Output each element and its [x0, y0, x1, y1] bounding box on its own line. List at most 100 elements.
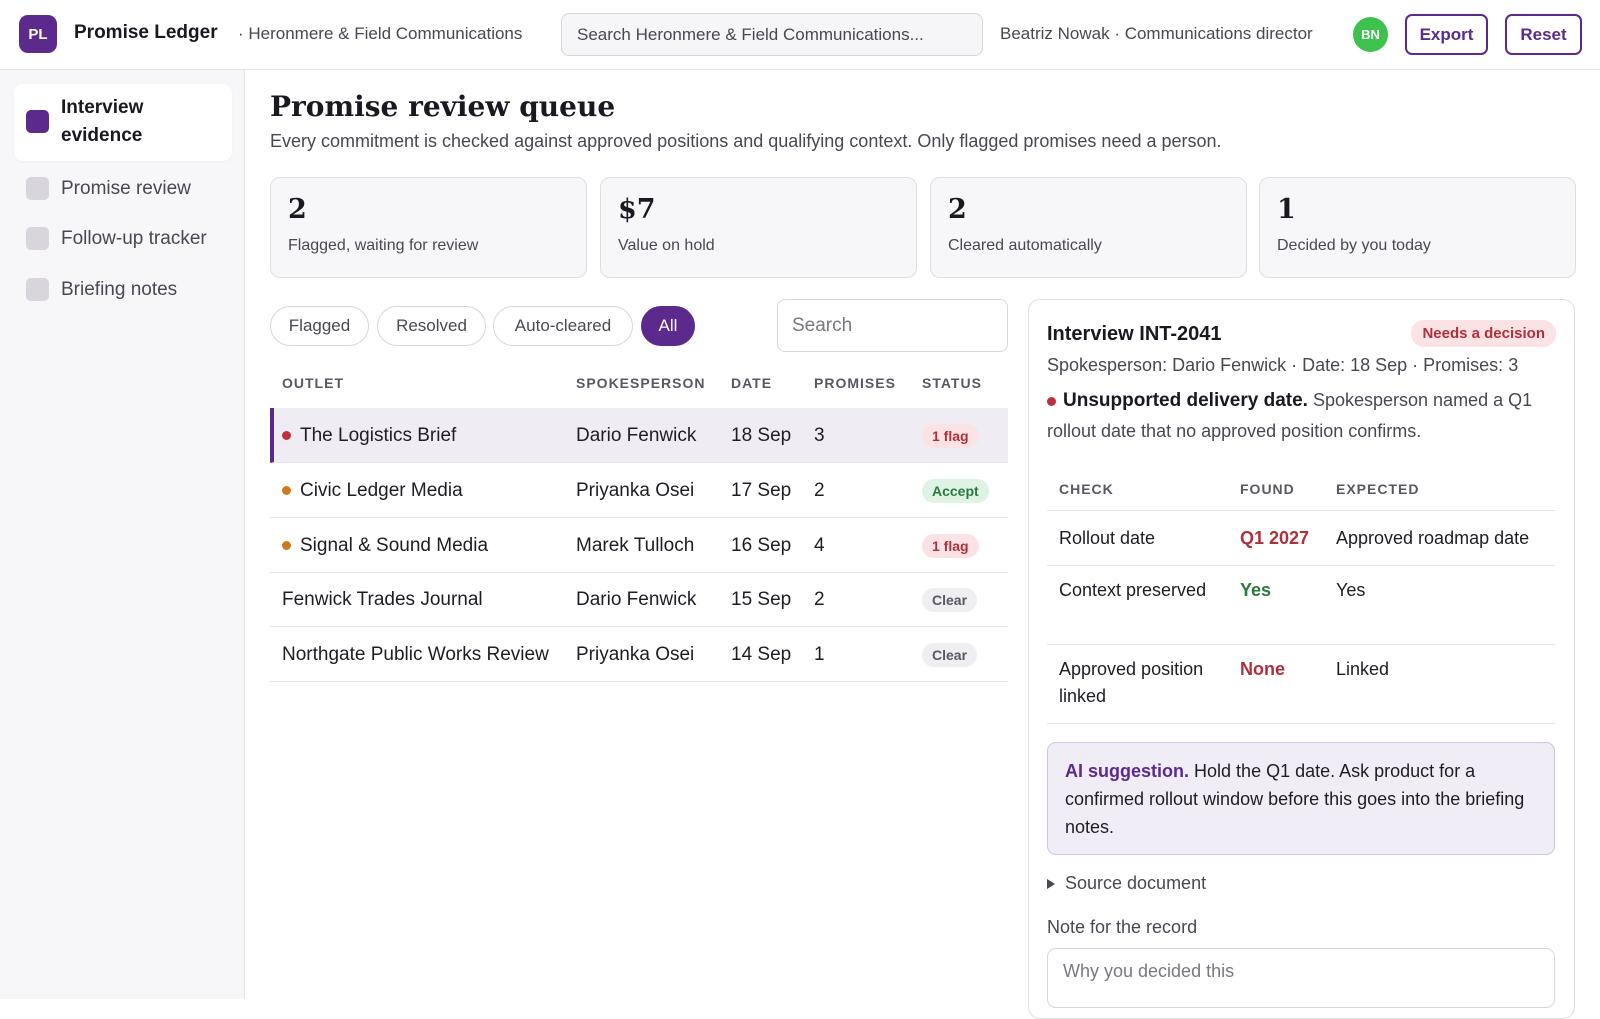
- stat-caption: Cleared automatically: [948, 237, 1102, 254]
- ai-suggestion-text: Hold the Q1 date. Ask product for a conf…: [1065, 761, 1525, 837]
- cell-outlet: Signal & Sound Media: [282, 518, 488, 573]
- alert-dot-icon: [1047, 396, 1056, 406]
- global-search-input[interactable]: [561, 13, 983, 56]
- check-name: Context preserved: [1059, 580, 1207, 600]
- cell-text: 1: [814, 643, 825, 665]
- check-expected: Linked: [1336, 659, 1390, 679]
- cell-outlet: The Logistics Brief: [282, 408, 456, 463]
- sidebar-item-interview-evidence[interactable]: Interview evidence: [14, 84, 232, 161]
- status-badge: 1 flag: [922, 533, 979, 558]
- cell-status: 1 flag: [922, 408, 979, 463]
- cell-status: Clear: [922, 572, 978, 627]
- cell-text: Priyanka Osei: [576, 479, 695, 501]
- follow-up-tracker-icon: [26, 227, 49, 250]
- status-dot-icon: [282, 541, 291, 550]
- app-logo: PL: [19, 15, 57, 53]
- cell-status: 1 flag: [922, 518, 979, 573]
- sidebar-item-briefing-notes[interactable]: Briefing notes: [14, 276, 232, 304]
- org-name: · Heronmere & Field Communications: [238, 24, 523, 43]
- stat-value: 2: [948, 194, 967, 225]
- status-dot-icon: [282, 486, 291, 495]
- ai-suggestion: AI suggestion. Hold the Q1 date. Ask pro…: [1047, 742, 1555, 855]
- sidebar-item-follow-up-tracker[interactable]: Follow-up tracker: [14, 225, 232, 253]
- cell-text: 16 Sep: [731, 534, 792, 556]
- cell-spokesperson: Marek Tulloch: [576, 518, 694, 573]
- sidebar-item-label: Briefing notes: [61, 279, 178, 300]
- check-found: Q1 2027: [1240, 528, 1310, 548]
- cell-text: Priyanka Osei: [576, 643, 695, 665]
- check-found: None: [1240, 659, 1285, 679]
- cell-status: Clear: [922, 627, 978, 682]
- issue-summary: Unsupported delivery date. Spokesperson …: [1047, 385, 1557, 446]
- stat-value: 1: [1277, 194, 1296, 225]
- cell-promises: 1: [814, 627, 825, 682]
- cell-date: 16 Sep: [731, 518, 791, 573]
- status-dot-icon: [282, 431, 291, 440]
- check-found: Yes: [1240, 580, 1272, 600]
- table-search-input[interactable]: [777, 299, 1008, 352]
- cell-text: 15 Sep: [731, 588, 792, 610]
- detail-panel: Interview INT-2041 Needs a decision Spok…: [1028, 299, 1575, 1019]
- table-row[interactable]: Fenwick Trades Journal Dario Fenwick 15 Se…: [270, 572, 1008, 627]
- detail-title: Interview INT-2041: [1047, 323, 1222, 345]
- cell-promises: 4: [814, 518, 825, 573]
- triangle-right-icon: [1047, 878, 1055, 889]
- divider: [1047, 565, 1555, 566]
- column-header-outlet[interactable]: OUTLET: [282, 375, 344, 391]
- promise-review-icon: [26, 177, 49, 200]
- cell-text: Northgate Public Works Review: [282, 643, 549, 665]
- cell-outlet: Civic Ledger Media: [282, 463, 463, 518]
- check-expected: Yes: [1336, 580, 1366, 600]
- cell-outlet: Fenwick Trades Journal: [282, 572, 483, 627]
- cell-promises: 3: [814, 408, 825, 463]
- column-header-date[interactable]: DATE: [731, 375, 773, 391]
- cell-text: Signal & Sound Media: [300, 534, 489, 556]
- check-name: Approved position linked: [1059, 659, 1204, 706]
- table-row[interactable]: Signal & Sound Media Marek Tulloch 16 Sep 4…: [270, 518, 1008, 573]
- stat-card-value-on-hold: $7 Value on hold: [600, 177, 917, 278]
- filter-resolved[interactable]: Resolved: [377, 306, 486, 346]
- table-row[interactable]: The Logistics Brief Dario Fenwick 18 Sep 3 1…: [270, 408, 1008, 463]
- stat-caption: Flagged, waiting for review: [288, 237, 479, 254]
- cell-text: 4: [814, 534, 825, 556]
- stat-value: 2: [288, 194, 307, 225]
- table-row[interactable]: Northgate Public Works Review Priyanka Os…: [270, 627, 1008, 682]
- column-header-spokesperson[interactable]: SPOKESPERSON: [576, 375, 706, 391]
- check-expected: Approved roadmap date: [1336, 528, 1530, 548]
- column-header-promises[interactable]: PROMISES: [814, 375, 896, 391]
- cell-date: 17 Sep: [731, 463, 791, 518]
- avatar[interactable]: BN: [1353, 17, 1388, 52]
- filter-flagged[interactable]: Flagged: [270, 306, 369, 346]
- status-badge: 1 flag: [922, 423, 979, 448]
- cell-text: 2: [814, 479, 825, 501]
- cell-spokesperson: Dario Fenwick: [576, 408, 696, 463]
- sidebar: Interview evidence Promise review Follow…: [0, 70, 245, 999]
- cell-status: Accept: [922, 463, 989, 518]
- issue-title: Unsupported delivery date.: [1063, 390, 1308, 411]
- cell-promises: 2: [814, 572, 825, 627]
- filter-all[interactable]: All: [641, 306, 695, 346]
- source-document-toggle[interactable]: Source document: [1047, 873, 1206, 894]
- cell-text: 3: [814, 424, 825, 446]
- column-header-status[interactable]: STATUS: [922, 375, 982, 391]
- check-column-expected: EXPECTED: [1336, 481, 1420, 497]
- issue-text: Spokesperson named a Q1 rollout date tha…: [1047, 390, 1533, 441]
- filter-auto-cleared[interactable]: Auto-cleared: [493, 306, 633, 346]
- cell-text: The Logistics Brief: [300, 424, 457, 446]
- sidebar-item-promise-review[interactable]: Promise review: [14, 175, 232, 203]
- cell-text: Civic Ledger Media: [300, 479, 463, 501]
- note-field[interactable]: [1047, 948, 1555, 1008]
- note-label: Note for the record: [1047, 917, 1198, 937]
- reset-button[interactable]: Reset: [1505, 14, 1582, 55]
- check-name: Rollout date: [1059, 528, 1156, 548]
- cell-date: 14 Sep: [731, 627, 791, 682]
- divider: [1047, 723, 1555, 724]
- export-button[interactable]: Export: [1405, 14, 1488, 55]
- table-row[interactable]: Civic Ledger Media Priyanka Osei 17 Sep 2 Ac…: [270, 463, 1008, 518]
- cell-text: 2: [814, 588, 825, 610]
- divider: [1047, 644, 1555, 645]
- interview-evidence-icon: [26, 110, 49, 133]
- source-document-label: Source document: [1065, 873, 1207, 893]
- status-badge: Clear: [922, 587, 978, 612]
- user-label: Beatriz Nowak · Communications director: [1000, 24, 1313, 43]
